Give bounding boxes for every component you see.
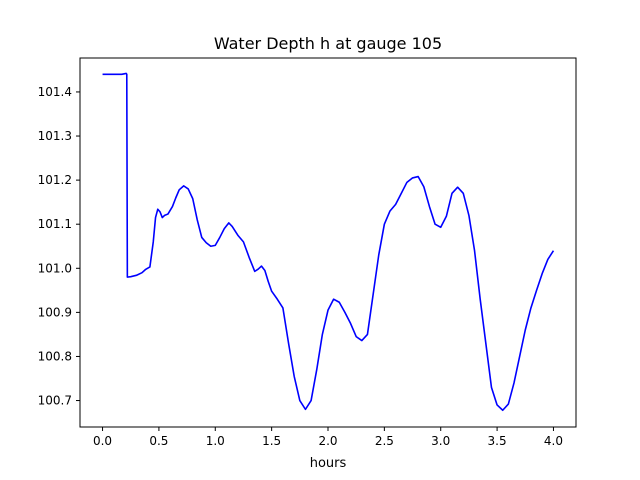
x-axis: 0.0 0.5 1.0 1.5 2.0 2.5 3.0 3.5 4.0 (93, 427, 563, 448)
x-tick-label: 3.5 (488, 434, 507, 448)
y-tick-label: 101.0 (38, 261, 72, 275)
x-tick-label: 2.5 (375, 434, 394, 448)
y-tick-label: 100.8 (38, 349, 72, 363)
y-tick-label: 100.9 (38, 305, 72, 319)
x-tick-label: 3.0 (431, 434, 450, 448)
y-tick-label: 101.1 (38, 217, 72, 231)
y-tick-label: 101.4 (38, 85, 72, 99)
series-line-0 (102, 72, 555, 412)
y-tick-label: 101.2 (38, 173, 72, 187)
x-tick-label: 1.5 (262, 434, 281, 448)
x-tick-label: 4.0 (544, 434, 563, 448)
x-tick-label: 2.0 (318, 434, 337, 448)
x-tick-label: 1.0 (206, 434, 225, 448)
x-tick-label: 0.0 (93, 434, 112, 448)
chart-title: Water Depth h at gauge 105 (214, 34, 442, 53)
x-tick-label: 0.5 (149, 434, 168, 448)
y-tick-label: 100.7 (38, 394, 72, 408)
y-tick-label: 101.3 (38, 129, 72, 143)
x-axis-label: hours (310, 456, 347, 471)
series-layer (102, 72, 555, 412)
y-axis: 100.7 100.8 100.9 101.0 101.1 101.2 101.3 101.4 (38, 85, 80, 408)
